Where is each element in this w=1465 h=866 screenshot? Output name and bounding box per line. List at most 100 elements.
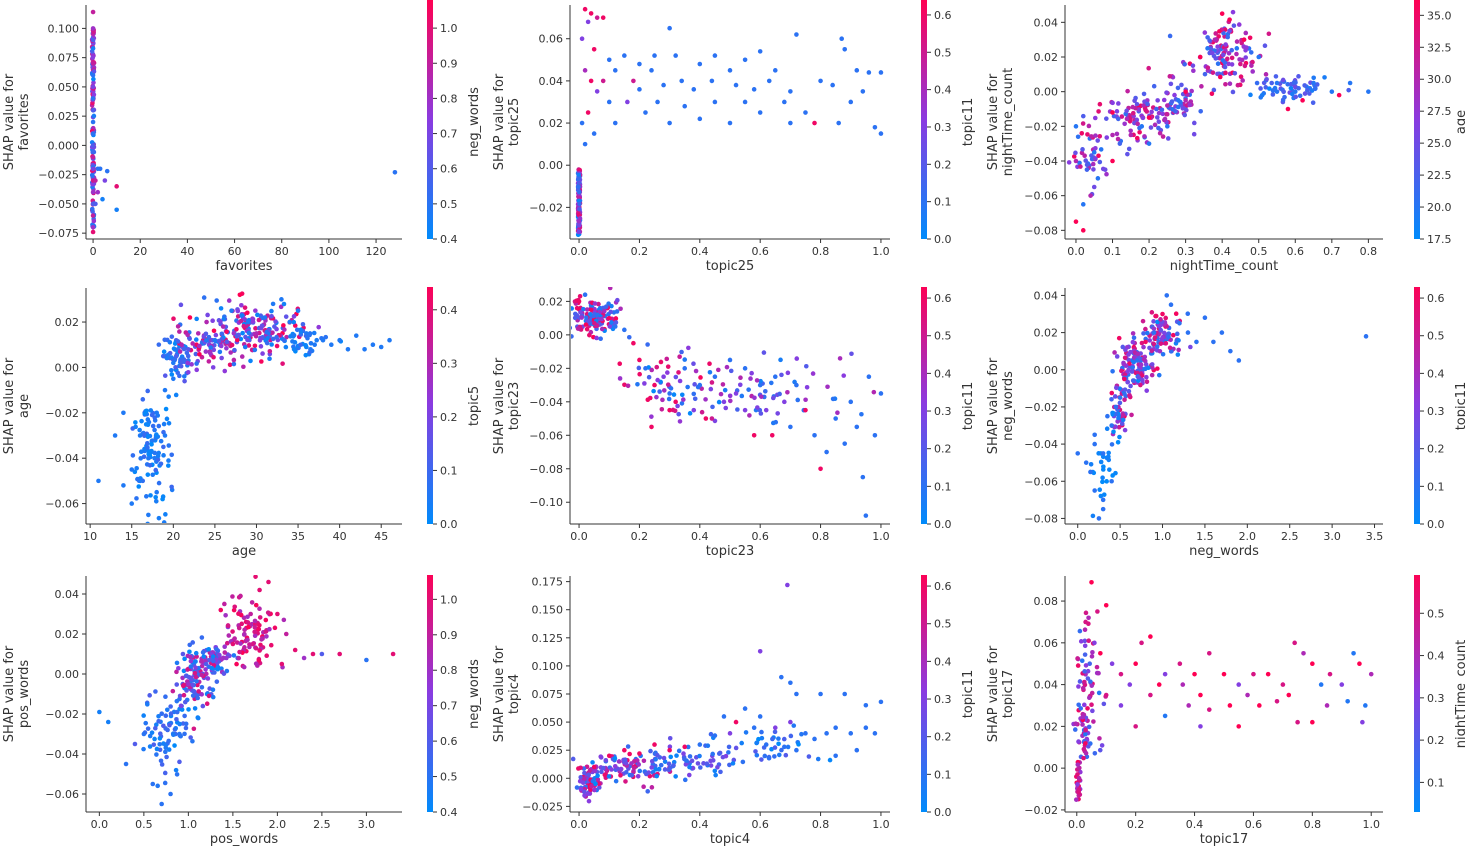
points-group [97, 574, 396, 807]
scatter-point [219, 355, 224, 361]
scatter-point [182, 656, 187, 662]
scatter-point [1245, 692, 1250, 698]
scatter-point [667, 391, 672, 396]
dependence-plot-age: 10 15 20 25 30 35 40 45 −0.06 −0.04 −0.02 0.00 0.02 a… [0, 283, 490, 574]
scatter-point [652, 742, 657, 747]
scatter-point [1076, 684, 1081, 689]
x-tick-label: 0.2 [631, 530, 649, 543]
scatter-point [1121, 361, 1127, 367]
x-tick-label: 0.3 [1177, 245, 1195, 258]
scatter-point [195, 715, 201, 720]
scatter-point [181, 692, 187, 698]
scatter-point [173, 767, 179, 773]
points-group [1071, 579, 1374, 802]
scatter-point [199, 684, 205, 690]
scatter-point [269, 330, 275, 336]
scatter-point [1274, 80, 1280, 86]
scatter-point [1138, 382, 1143, 388]
scatter-point [1078, 639, 1084, 644]
scatter-point [720, 754, 726, 760]
scatter-point [1057, 177, 1062, 182]
scatter-point [1114, 131, 1120, 137]
scatter-point [1248, 50, 1254, 55]
scatter-point [1090, 649, 1095, 655]
colorbar-label: nightTime_count [1454, 640, 1465, 748]
scatter-point [1109, 396, 1114, 402]
scatter-point [1073, 721, 1079, 727]
scatter-point [666, 396, 672, 402]
scatter-point [573, 311, 578, 317]
scatter-point [709, 380, 715, 385]
y-axis-label: SHAP value fornightTime_count [986, 68, 1016, 176]
scatter-point [1089, 134, 1094, 139]
colorbar-tick-label: 17.5 [1427, 233, 1452, 246]
scatter-point [337, 651, 342, 657]
scatter-point [833, 416, 838, 421]
scatter-point [1274, 89, 1280, 94]
colorbar-tick-label: 0.1 [1427, 480, 1445, 493]
scatter-point [1165, 124, 1170, 129]
scatter-point [670, 407, 676, 413]
scatter-point [576, 219, 582, 224]
scatter-point [1075, 134, 1081, 140]
scatter-point [586, 798, 592, 804]
scatter-point [718, 391, 724, 397]
scatter-point [576, 176, 581, 182]
scatter-point [716, 399, 722, 405]
scatter-point [737, 382, 743, 388]
scatter-point [626, 334, 632, 340]
scatter-point [269, 308, 274, 314]
scatter-point [757, 49, 763, 54]
scatter-point [1185, 330, 1191, 335]
scatter-point [1081, 746, 1087, 752]
scatter-point [674, 753, 679, 758]
scatter-point [236, 611, 241, 617]
scatter-point [1149, 348, 1155, 354]
y-tick-label: 0.00 [55, 668, 80, 681]
scatter-point [1118, 671, 1124, 677]
scatter-point [1366, 89, 1371, 94]
scatter-point [812, 432, 817, 438]
scatter-point [716, 751, 722, 756]
scatter-point [205, 312, 210, 318]
scatter-point [1286, 692, 1292, 698]
scatter-point [171, 376, 176, 382]
scatter-point [687, 754, 693, 759]
scatter-point [1295, 719, 1300, 725]
scatter-point [250, 319, 256, 324]
scatter-point [1090, 161, 1096, 167]
scatter-point [1160, 311, 1165, 317]
scatter-point [168, 791, 173, 797]
dependence-plot-topic17: 0.0 0.2 0.4 0.6 0.8 1.0 −0.02 0.00 0.02 0.04 0.06 0… [985, 565, 1465, 862]
scatter-point [121, 410, 126, 416]
scatter-point [272, 324, 277, 329]
scatter-point [636, 762, 642, 767]
scatter-point [1206, 650, 1212, 656]
scatter-point [1300, 98, 1305, 103]
scatter-point [298, 342, 303, 348]
x-tick-label: 1.5 [1196, 530, 1214, 543]
scatter-point [253, 661, 259, 666]
scatter-point [199, 635, 205, 640]
scatter-point [581, 789, 587, 794]
scatter-point [772, 729, 778, 735]
scatter-point [90, 181, 95, 187]
scatter-point [255, 312, 260, 318]
scatter-point [236, 655, 242, 661]
scatter-point [860, 474, 866, 480]
scatter-point [1229, 62, 1235, 67]
scatter-point [579, 315, 584, 320]
y-tick-label: 0.075 [48, 52, 80, 65]
scatter-point [1163, 315, 1169, 321]
scatter-point [1243, 55, 1249, 60]
scatter-point [1183, 89, 1188, 94]
scatter-point [1176, 338, 1181, 343]
scatter-point [283, 631, 289, 637]
scatter-point [588, 11, 594, 16]
scatter-point [742, 57, 748, 63]
scatter-point [854, 424, 860, 430]
scatter-point [241, 323, 247, 329]
scatter-point [1090, 708, 1095, 714]
scatter-point [1227, 81, 1233, 87]
colorbar [427, 571, 433, 812]
